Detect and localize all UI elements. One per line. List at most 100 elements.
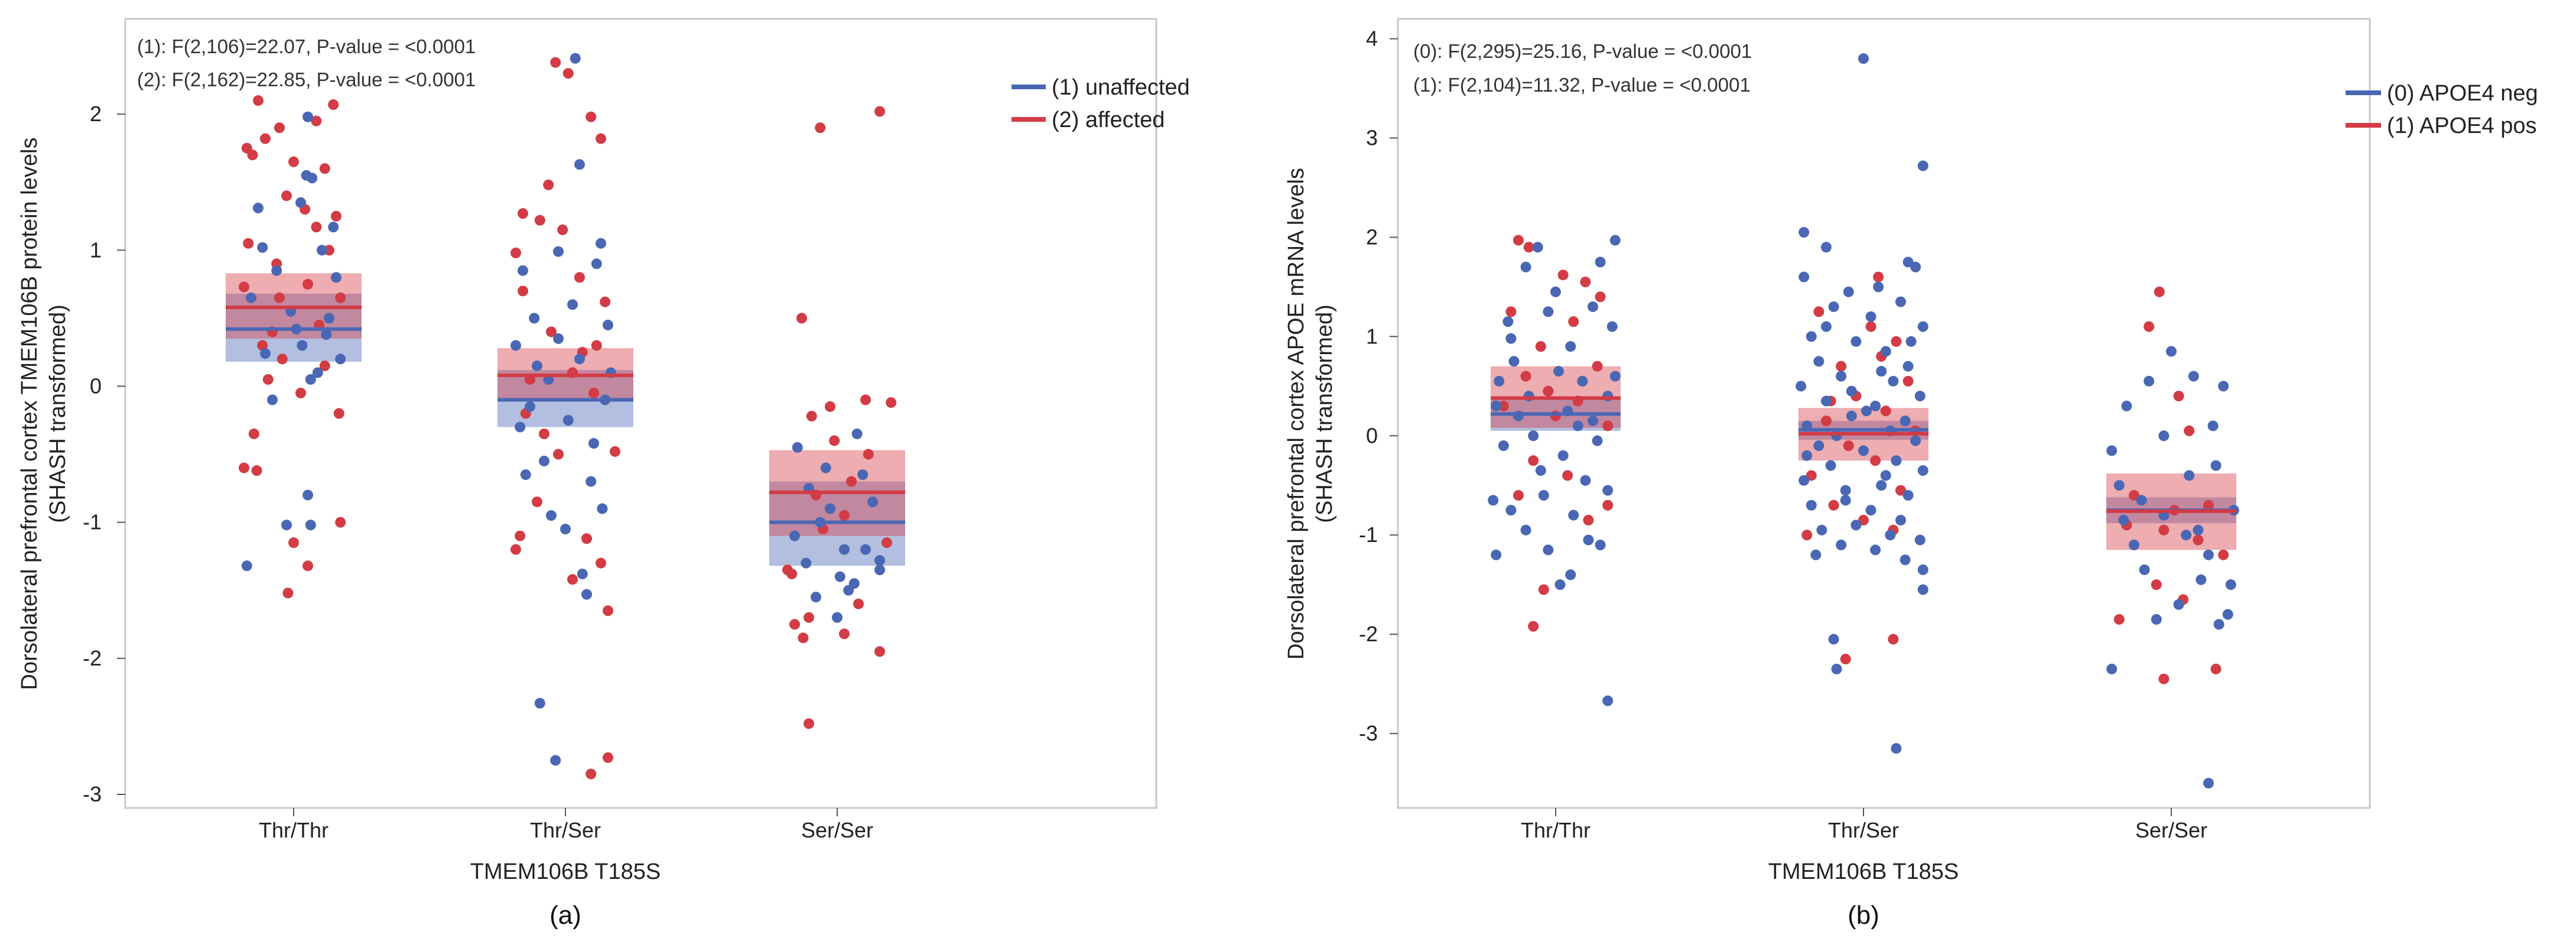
data-point-series-0 — [1880, 346, 1891, 357]
data-point-series-0 — [1917, 564, 1928, 575]
data-point-series-0 — [1917, 584, 1928, 595]
data-point-series-1 — [311, 222, 322, 233]
data-point-series-0 — [1498, 440, 1509, 452]
data-point-series-1 — [1580, 277, 1591, 287]
y-axis-title-a-line1: Dorsolateral prefrontal cortex TMEM106B … — [17, 138, 42, 690]
data-point-series-0 — [843, 585, 854, 596]
data-point-series-0 — [1828, 634, 1839, 645]
data-point-series-0 — [1588, 301, 1598, 312]
data-point-series-1 — [1513, 490, 1524, 501]
data-point-series-1 — [303, 560, 313, 572]
data-point-series-0 — [1861, 405, 1872, 417]
data-point-series-1 — [2203, 499, 2214, 511]
data-point-series-1 — [281, 190, 292, 202]
y-axis-title-b-line2: (SHASH transformed) — [1312, 304, 1337, 523]
data-point-series-1 — [1813, 306, 1824, 317]
data-point-series-1 — [1865, 321, 1876, 332]
data-point-series-0 — [2184, 470, 2195, 481]
data-point-series-1 — [825, 401, 835, 412]
data-point-series-0 — [1505, 505, 1517, 516]
data-point-series-0 — [295, 197, 306, 208]
data-point-series-1 — [1562, 470, 1573, 481]
data-point-series-0 — [331, 272, 341, 283]
data-point-series-0 — [574, 353, 585, 365]
data-point-series-1 — [1595, 291, 1606, 303]
data-point-series-0 — [1810, 549, 1822, 560]
data-point-series-0 — [1572, 420, 1583, 431]
data-point-series-1 — [539, 429, 549, 440]
y-ticks-a: -3 -2 -1 0 1 2 — [83, 102, 125, 806]
data-point-series-0 — [1821, 242, 1832, 253]
data-point-series-1 — [1821, 416, 1832, 427]
data-point-series-0 — [860, 544, 871, 555]
x-axis-title-b: TMEM106B T185S — [1768, 859, 1959, 884]
data-point-series-0 — [1491, 549, 1502, 560]
data-point-series-0 — [2181, 530, 2192, 541]
data-point-series-1 — [260, 133, 271, 144]
data-point-series-0 — [1900, 416, 1911, 427]
legend-label-b-1: (0) APOE4 neg — [2387, 81, 2538, 106]
data-point-series-0 — [2222, 609, 2233, 620]
data-point-series-1 — [1543, 385, 1554, 397]
data-point-series-0 — [1813, 356, 1824, 367]
data-point-series-0 — [2218, 381, 2229, 392]
data-point-series-1 — [815, 122, 826, 134]
data-point-series-0 — [1491, 400, 1502, 411]
data-point-series-0 — [1505, 333, 1517, 344]
data-point-series-0 — [2203, 778, 2214, 789]
x-tick-label: Thr/Ser — [530, 818, 601, 842]
data-point-series-0 — [789, 530, 800, 541]
data-point-series-1 — [796, 313, 807, 324]
stat-text-a-1: (1): F(2,106)=22.07, P-value = <0.0001 — [137, 35, 476, 57]
data-point-series-0 — [532, 360, 542, 371]
data-point-series-0 — [851, 429, 863, 440]
data-point-series-0 — [1840, 485, 1851, 496]
data-point-series-0 — [271, 265, 282, 276]
data-point-series-1 — [1538, 584, 1549, 595]
data-point-series-0 — [1870, 544, 1881, 556]
x-tick-label: Thr/Thr — [259, 818, 328, 842]
data-point-series-0 — [1550, 286, 1561, 297]
data-point-series-0 — [1543, 544, 1554, 556]
data-point-series-0 — [335, 353, 346, 365]
data-point-series-0 — [1850, 520, 1862, 531]
data-point-series-0 — [603, 319, 613, 330]
data-point-series-0 — [832, 612, 843, 623]
data-point-series-0 — [2118, 515, 2129, 526]
data-point-series-0 — [550, 755, 561, 766]
data-point-series-0 — [1902, 490, 1914, 501]
data-point-series-0 — [2166, 346, 2177, 357]
data-point-series-1 — [1843, 440, 1854, 452]
data-point-series-0 — [2106, 445, 2118, 456]
data-point-series-1 — [2144, 321, 2155, 332]
data-point-series-1 — [543, 179, 554, 190]
data-point-series-1 — [2158, 673, 2170, 684]
data-point-series-0 — [1806, 499, 1817, 511]
y-tick-label: 2 — [1366, 225, 1378, 249]
data-point-series-1 — [586, 768, 597, 780]
data-point-series-0 — [1858, 445, 1869, 456]
data-point-series-0 — [801, 557, 812, 569]
data-point-series-0 — [867, 496, 878, 508]
data-point-series-0 — [305, 520, 316, 531]
data-point-series-0 — [2225, 579, 2236, 590]
data-point-series-0 — [1538, 490, 1549, 501]
data-point-series-0 — [1840, 495, 1851, 506]
data-point-series-1 — [610, 446, 620, 457]
data-point-series-0 — [1876, 366, 1887, 377]
data-point-series-1 — [860, 394, 871, 405]
data-point-series-0 — [1858, 53, 1869, 64]
data-point-series-0 — [321, 329, 332, 340]
panel-caption-b: (b) — [1848, 901, 1879, 930]
x-tick-label: Ser/Ser — [801, 818, 873, 842]
mean-lines-a — [226, 305, 905, 524]
chart-panel-b: -3 -2 -1 0 1 2 3 4 Thr/Thr Thr/Ser Ser/Ser (0): F… — [1284, 18, 2538, 930]
data-point-series-0 — [567, 299, 578, 310]
data-point-series-0 — [2121, 400, 2132, 411]
data-point-series-1 — [1523, 242, 1534, 253]
data-point-series-1 — [532, 496, 542, 508]
data-point-series-1 — [2151, 579, 2162, 590]
data-point-series-1 — [789, 619, 800, 630]
data-point-series-1 — [1528, 621, 1539, 632]
data-point-series-0 — [317, 245, 327, 256]
